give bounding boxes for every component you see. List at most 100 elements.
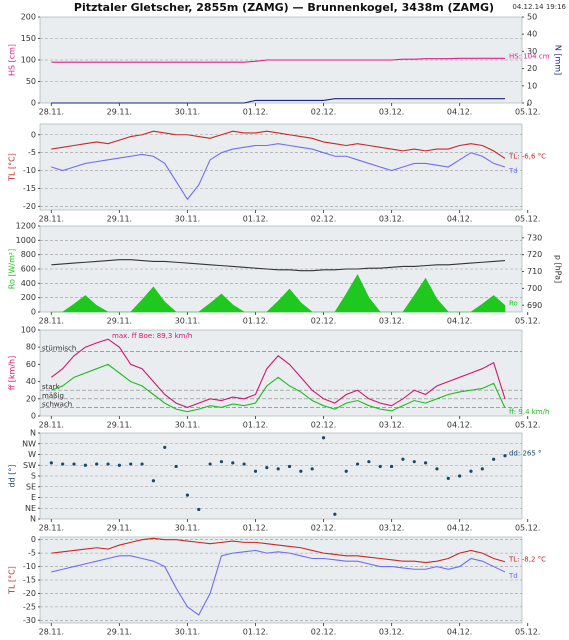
x-tick-label: 02.12. [311, 421, 336, 430]
plot-area [39, 329, 523, 417]
y-tick-label: -20 [23, 589, 36, 598]
x-tick-label: 30.11. [175, 421, 200, 430]
y-tick-label: W [28, 450, 36, 459]
point [333, 512, 337, 516]
y-tick-label: 80 [26, 343, 36, 352]
x-tick-label: 29.11. [107, 108, 132, 117]
y-tick-label: 200 [21, 293, 36, 302]
y-tick-label: -10 [23, 562, 36, 571]
x-tick-label: 03.12. [379, 628, 404, 637]
reference-label: mäßig [42, 392, 64, 400]
x-tick-label: 28.11. [39, 524, 64, 533]
y2-tick-label: 30 [527, 47, 537, 56]
x-tick-label: 01.12. [243, 421, 268, 430]
x-tick-label: 05.12. [515, 108, 540, 117]
point [310, 467, 314, 471]
point [503, 454, 507, 458]
series-label: TL: -6,6 °C [508, 152, 546, 160]
series-label: dd: 265 ° [509, 450, 542, 458]
point [129, 462, 133, 466]
point [208, 462, 212, 466]
x-tick-label: 02.12. [311, 215, 336, 224]
y-axis-label: HS [cm] [8, 44, 17, 76]
series-label: Td [508, 167, 518, 175]
point [83, 463, 87, 467]
x-tick-label: 29.11. [107, 215, 132, 224]
point [401, 457, 405, 461]
y-tick-label: SW [23, 461, 36, 470]
x-tick-label: 28.11. [39, 421, 64, 430]
y-axis-label: Ro [W/m²] [8, 249, 17, 289]
x-tick-label: 04.12. [447, 215, 472, 224]
x-tick-label: 30.11. [175, 524, 200, 533]
line [51, 363, 506, 413]
y-tick-label: 40 [26, 377, 36, 386]
x-tick-label: 01.12. [243, 108, 268, 117]
y-tick-label: 60 [26, 360, 36, 369]
y-tick-label: S [31, 472, 36, 481]
line [51, 537, 506, 564]
point [458, 474, 462, 478]
x-tick-label: 30.11. [175, 317, 200, 326]
line [51, 259, 506, 272]
series-label: ff: 9,4 km/h [509, 408, 549, 416]
y-tick-label: 0 [31, 535, 36, 544]
reference-label: schwach [42, 400, 72, 408]
y-tick-label: 200 [21, 13, 36, 22]
x-tick-label: 01.12. [243, 215, 268, 224]
series-label: TL: -8,2 °C [508, 556, 546, 564]
point [469, 469, 473, 473]
point [355, 462, 360, 466]
x-tick-label: 29.11. [107, 628, 132, 637]
x-tick-label: 30.11. [175, 628, 200, 637]
line [51, 338, 506, 408]
chart-title: Pitztaler Gletscher, 2855m (ZAMG) — Brun… [74, 1, 494, 14]
point [424, 461, 428, 465]
x-tick-label: 04.12. [447, 317, 472, 326]
y2-tick-label: 710 [527, 267, 542, 276]
line [51, 143, 506, 201]
point [151, 479, 156, 483]
y-tick-label: 0 [31, 308, 36, 317]
series-label: HS: 104 cm [509, 52, 550, 60]
series-label: Td [508, 572, 518, 580]
x-tick-label: 04.12. [447, 108, 472, 117]
point [299, 469, 303, 473]
point [435, 467, 439, 471]
y2-tick-label: 730 [527, 233, 542, 242]
y-tick-label: 0 [31, 412, 36, 421]
point [49, 461, 53, 465]
point [344, 469, 348, 473]
timestamp: 04.12.14 19:16 [512, 3, 566, 11]
series-label: max. ff Boe: 89,3 km/h [112, 332, 192, 340]
y-tick-label: -5 [28, 148, 36, 157]
point [61, 462, 65, 466]
plot-area [39, 123, 523, 211]
point [174, 464, 178, 469]
y-tick-label: 1200 [16, 222, 36, 231]
x-tick-label: 03.12. [379, 108, 404, 117]
y-tick-label: 1000 [16, 236, 36, 245]
x-tick-label: 05.12. [515, 215, 540, 224]
point [446, 476, 450, 480]
y2-tick-label: 50 [527, 13, 537, 22]
x-tick-label: 05.12. [515, 421, 540, 430]
y2-tick-label: 690 [527, 301, 542, 310]
y-tick-label: E [31, 493, 36, 502]
x-tick-label: 03.12. [379, 215, 404, 224]
point [367, 460, 371, 464]
y-tick-label: 150 [21, 34, 36, 43]
y-tick-label: 20 [26, 394, 36, 403]
x-tick-label: 02.12. [311, 317, 336, 326]
point [480, 467, 484, 471]
x-tick-label: 30.11. [175, 108, 200, 117]
y-tick-label: -10 [23, 166, 36, 175]
point [106, 462, 110, 466]
point [253, 469, 258, 473]
y-tick-label: -5 [28, 549, 36, 558]
point [117, 463, 121, 467]
line [51, 57, 505, 63]
y-tick-label: 100 [21, 56, 36, 65]
x-tick-label: 02.12. [311, 108, 336, 117]
